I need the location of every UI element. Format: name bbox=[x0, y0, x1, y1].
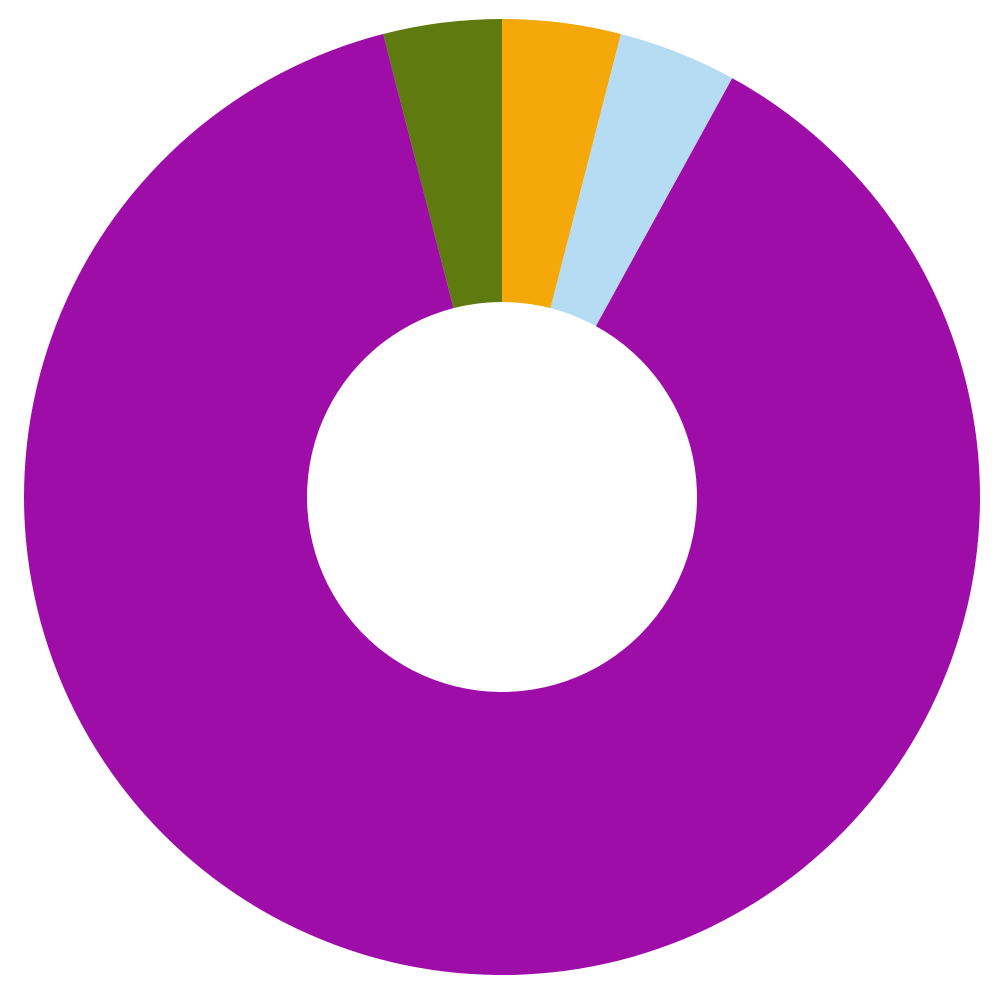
donut-chart bbox=[0, 0, 1000, 993]
donut-svg bbox=[0, 0, 1000, 993]
